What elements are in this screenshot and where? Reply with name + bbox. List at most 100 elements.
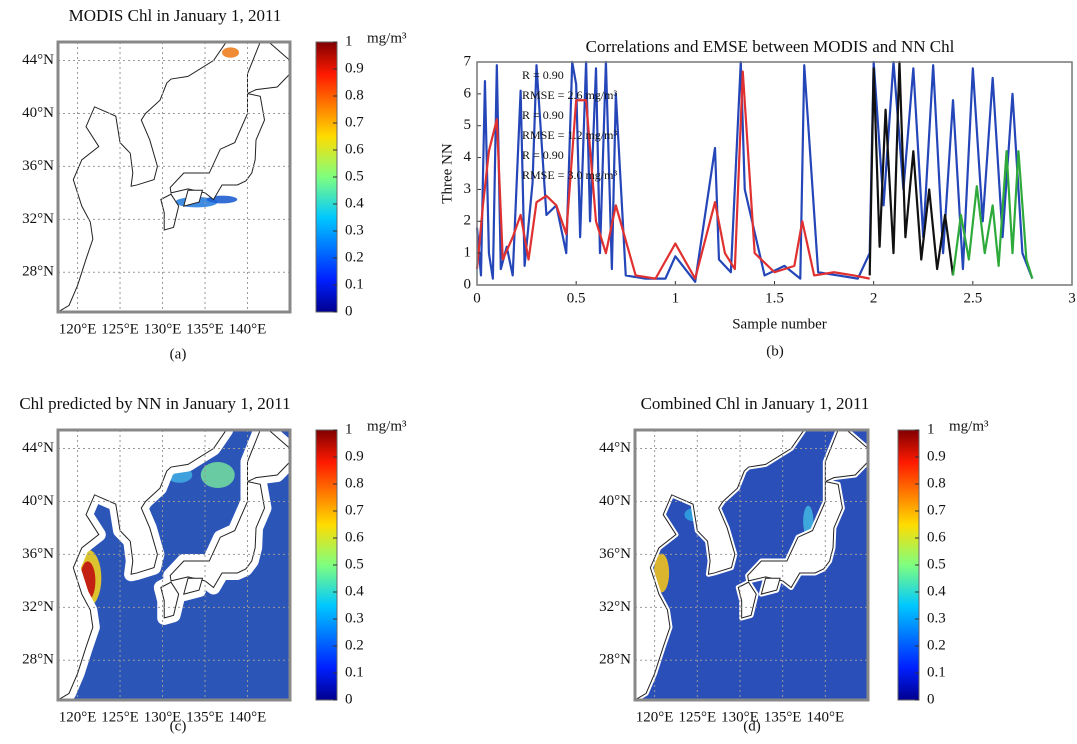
coastline xyxy=(183,189,204,207)
colorbar-label: 0.9 xyxy=(345,60,364,76)
x-tick-label: 130°E xyxy=(721,709,759,725)
y-tick-label: 1 xyxy=(464,245,472,261)
colorbar-label: 0.5 xyxy=(927,556,946,572)
coastline xyxy=(247,430,290,483)
chl-patch xyxy=(200,462,235,488)
colorbar-label: 0.6 xyxy=(927,529,946,545)
chart-title: Chl predicted by NN in January 1, 2011 xyxy=(19,394,290,413)
map-frame xyxy=(633,428,870,702)
x-tick-label: 125°E xyxy=(101,709,139,725)
colorbar-unit: mg/m³ xyxy=(949,418,989,434)
colorbar-label: 0.6 xyxy=(345,529,364,545)
chart-title: Correlations and EMSE between MODIS and … xyxy=(586,37,955,56)
colorbar-label: 0.1 xyxy=(345,276,364,292)
y-tick-label: 3 xyxy=(464,181,472,197)
y-tick-label: 36°N xyxy=(22,158,54,174)
y-tick-label: 28°N xyxy=(599,652,631,668)
y-tick-label: 40°N xyxy=(22,105,54,121)
coastline xyxy=(169,93,266,201)
x-tick-label: 140°E xyxy=(229,709,267,725)
x-tick-label: 135°E xyxy=(186,321,224,337)
colorbar-label: 0.5 xyxy=(345,168,364,184)
annotation: R = 0.90 xyxy=(522,68,564,82)
colorbar-label: 0.1 xyxy=(927,664,946,680)
coastline xyxy=(160,581,180,619)
coastline xyxy=(824,430,868,483)
x-tick-label: 140°E xyxy=(229,321,267,337)
x-tick-label: 130°E xyxy=(144,709,182,725)
y-tick-label: 32°N xyxy=(22,599,54,615)
colorbar-label: 0.9 xyxy=(345,448,364,464)
colorbar-label: 0.1 xyxy=(345,664,364,680)
colorbar-label: 0.4 xyxy=(345,195,364,211)
x-tick-label: 120°E xyxy=(59,709,97,725)
colorbar-label: 0.2 xyxy=(345,637,364,653)
colorbar-label: 0.7 xyxy=(345,114,364,130)
colorbar-unit: mg/m³ xyxy=(367,30,407,46)
coastline xyxy=(160,193,180,231)
colorbar-label: 1 xyxy=(927,421,935,437)
y-tick-label: 40°N xyxy=(22,493,54,509)
caption: (a) xyxy=(170,346,187,362)
colorbar-label: 0.3 xyxy=(927,610,946,626)
x-tick-label: 120°E xyxy=(636,709,674,725)
coastline xyxy=(58,42,227,312)
colorbar-label: 1 xyxy=(345,33,353,49)
plot-frame xyxy=(476,61,1073,286)
chart-title: Combined Chl in January 1, 2011 xyxy=(641,394,870,413)
caption: (d) xyxy=(743,718,761,734)
colorbar-label: 0.5 xyxy=(345,556,364,572)
colorbar-label: 0.7 xyxy=(927,502,946,518)
map-frame xyxy=(56,40,292,314)
x-tick-label: 2 xyxy=(870,290,878,306)
y-tick-label: 2 xyxy=(464,213,472,229)
y-tick-label: 32°N xyxy=(22,211,54,227)
x-tick-label: 125°E xyxy=(678,709,716,725)
x-tick-label: 140°E xyxy=(806,709,844,725)
colorbar-label: 0.8 xyxy=(927,475,946,491)
coastline xyxy=(737,581,757,619)
y-tick-label: 36°N xyxy=(22,546,54,562)
x-tick-label: 135°E xyxy=(186,709,224,725)
colorbar-label: 0 xyxy=(927,691,935,707)
coastline xyxy=(747,481,843,589)
chl-patch xyxy=(222,47,240,58)
annotation: RMSE = 1.2 mg/m³ xyxy=(522,128,617,142)
colorbar-label: 1 xyxy=(345,421,353,437)
y-tick-label: 40°N xyxy=(599,493,631,509)
colorbar-label: 0.8 xyxy=(345,475,364,491)
colorbar-label: 0 xyxy=(345,691,353,707)
data-line xyxy=(475,70,870,280)
caption: (c) xyxy=(170,718,187,734)
y-tick-label: 44°N xyxy=(22,52,54,68)
y-tick-label: 44°N xyxy=(599,440,631,456)
x-tick-label: 120°E xyxy=(59,321,97,337)
y-tick-label: 6 xyxy=(464,85,472,101)
y-tick-label: 28°N xyxy=(22,264,54,280)
coastline xyxy=(635,430,805,700)
y-tick-label: 5 xyxy=(464,117,472,133)
data-line xyxy=(475,60,1034,283)
y-tick-label: 0 xyxy=(464,276,472,292)
x-tick-label: 1.5 xyxy=(765,290,784,306)
colorbar-unit: mg/m³ xyxy=(367,418,407,434)
y-tick-label: 7 xyxy=(464,53,472,69)
annotation: R = 0.90 xyxy=(522,108,564,122)
x-tick-label: 3 xyxy=(1068,290,1076,306)
data-line xyxy=(951,150,1034,279)
map-frame xyxy=(56,428,292,702)
x-tick-label: 1 xyxy=(672,290,680,306)
colorbar-label: 0.4 xyxy=(345,583,364,599)
x-axis-label: Sample number xyxy=(732,316,827,332)
map-area xyxy=(58,42,290,312)
chart-title: MODIS Chl in January 1, 2011 xyxy=(69,6,282,25)
colorbar-label: 0.4 xyxy=(927,583,946,599)
colorbar-label: 0.9 xyxy=(927,448,946,464)
x-tick-label: 0 xyxy=(473,290,481,306)
colorbar-label: 0.3 xyxy=(345,222,364,238)
y-tick-label: 32°N xyxy=(599,599,631,615)
caption: (b) xyxy=(766,343,784,359)
map-area xyxy=(58,430,290,700)
